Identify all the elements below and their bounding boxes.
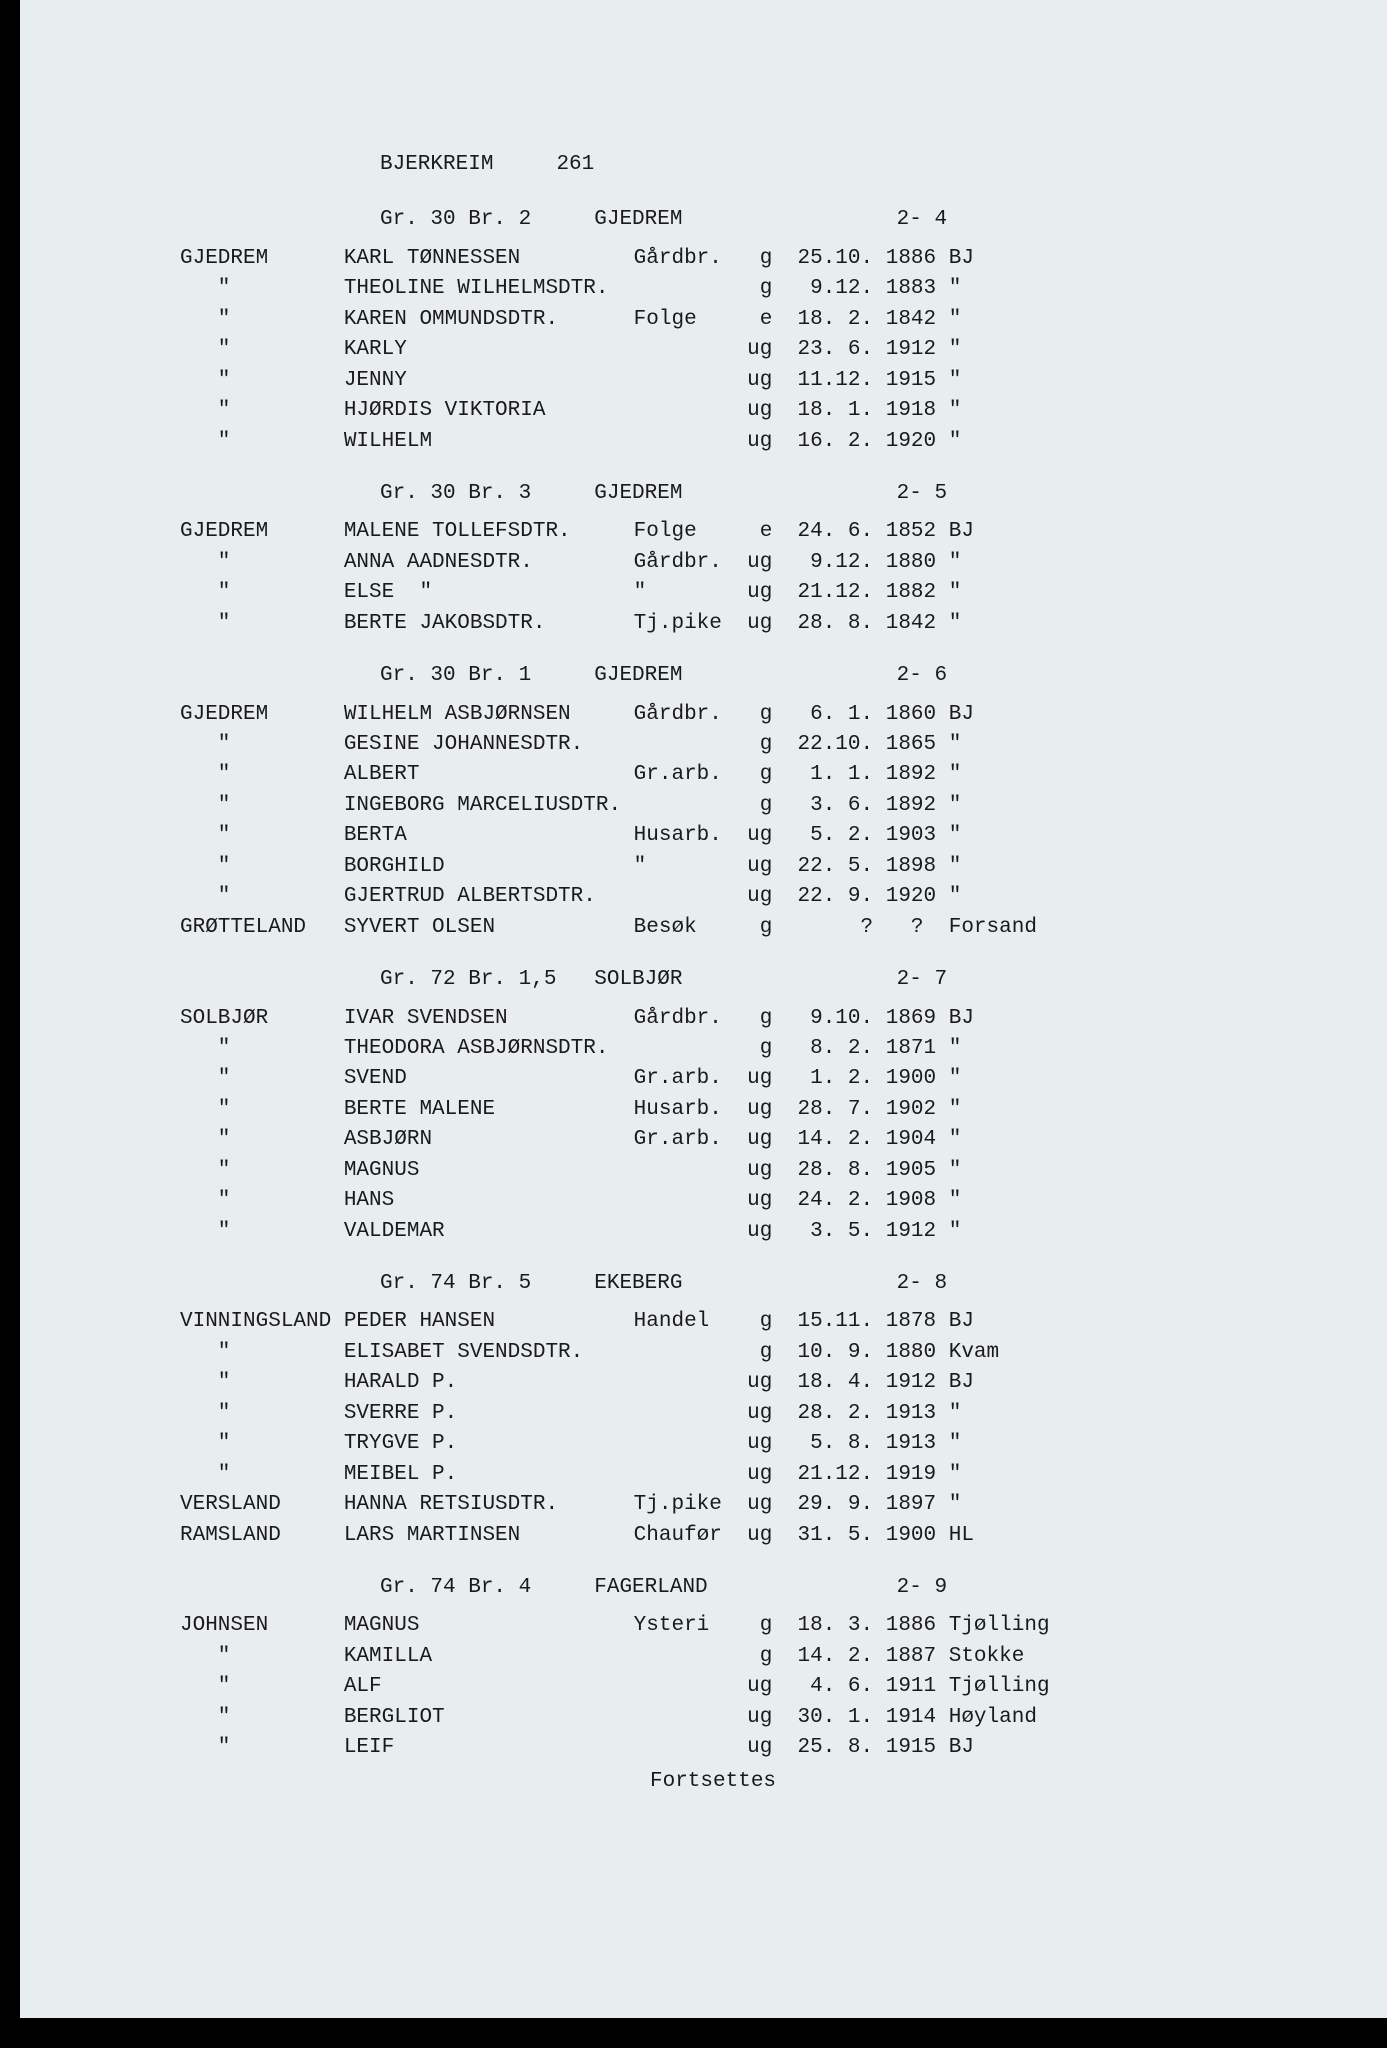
- census-row: VERSLAND HANNA RETSIUSDTR. Tj.pike ug 29…: [180, 1490, 1307, 1520]
- scan-edge-bottom: [0, 2018, 1387, 2048]
- census-row: " TRYGVE P. ug 5. 8. 1913 ": [180, 1429, 1307, 1459]
- census-row: " ELSE " " ug 21.12. 1882 ": [180, 578, 1307, 608]
- census-row: " HANS ug 24. 2. 1908 ": [180, 1186, 1307, 1216]
- section-header: Gr. 74 Br. 4 FAGERLAND 2- 9: [380, 1573, 1307, 1603]
- census-row: " BERTE JAKOBSDTR. Tj.pike ug 28. 8. 184…: [180, 609, 1307, 639]
- header-location: BJERKREIM: [380, 153, 493, 176]
- census-row: " KAMILLA g 14. 2. 1887 Stokke: [180, 1642, 1307, 1672]
- census-row: " BERGLIOT ug 30. 1. 1914 Høyland: [180, 1703, 1307, 1733]
- section-header: Gr. 72 Br. 1,5 SOLBJØR 2- 7: [380, 965, 1307, 995]
- census-row: " LEIF ug 25. 8. 1915 BJ: [180, 1733, 1307, 1763]
- census-row: " THEODORA ASBJØRNSDTR. g 8. 2. 1871 ": [180, 1034, 1307, 1064]
- census-row: " ANNA AADNESDTR. Gårdbr. ug 9.12. 1880 …: [180, 548, 1307, 578]
- census-row: " ALF ug 4. 6. 1911 Tjølling: [180, 1672, 1307, 1702]
- census-row: " HJØRDIS VIKTORIA ug 18. 1. 1918 ": [180, 396, 1307, 426]
- census-row: " MAGNUS ug 28. 8. 1905 ": [180, 1156, 1307, 1186]
- census-row: SOLBJØR IVAR SVENDSEN Gårdbr. g 9.10. 18…: [180, 1004, 1307, 1034]
- footer-continuation: Fortsettes: [650, 1767, 1307, 1797]
- census-row: GJEDREM KARL TØNNESSEN Gårdbr. g 25.10. …: [180, 244, 1307, 274]
- census-row: " VALDEMAR ug 3. 5. 1912 ": [180, 1217, 1307, 1247]
- census-row: " BORGHILD " ug 22. 5. 1898 ": [180, 852, 1307, 882]
- census-row: " SVERRE P. ug 28. 2. 1913 ": [180, 1399, 1307, 1429]
- census-row: " MEIBEL P. ug 21.12. 1919 ": [180, 1460, 1307, 1490]
- page-header: BJERKREIM 261: [380, 150, 1307, 180]
- census-row: " BERTE MALENE Husarb. ug 28. 7. 1902 ": [180, 1095, 1307, 1125]
- census-row: " ELISABET SVENDSDTR. g 10. 9. 1880 Kvam: [180, 1338, 1307, 1368]
- census-row: GRØTTELAND SYVERT OLSEN Besøk g ? ? Fors…: [180, 913, 1307, 943]
- census-row: GJEDREM MALENE TOLLEFSDTR. Folge e 24. 6…: [180, 517, 1307, 547]
- census-row: VINNINGSLAND PEDER HANSEN Handel g 15.11…: [180, 1307, 1307, 1337]
- scan-edge-left: [0, 0, 20, 2048]
- census-row: " ASBJØRN Gr.arb. ug 14. 2. 1904 ": [180, 1125, 1307, 1155]
- section-header: Gr. 74 Br. 5 EKEBERG 2- 8: [380, 1269, 1307, 1299]
- census-row: " KAREN OMMUNDSDTR. Folge e 18. 2. 1842 …: [180, 305, 1307, 335]
- census-row: " JENNY ug 11.12. 1915 ": [180, 366, 1307, 396]
- census-row: " ALBERT Gr.arb. g 1. 1. 1892 ": [180, 760, 1307, 790]
- census-row: RAMSLAND LARS MARTINSEN Chaufør ug 31. 5…: [180, 1521, 1307, 1551]
- census-sections: Gr. 30 Br. 2 GJEDREM 2- 4 GJEDREM KARL TØ…: [180, 205, 1307, 1763]
- section-header: Gr. 30 Br. 1 GJEDREM 2- 6: [380, 661, 1307, 691]
- census-row: " HARALD P. ug 18. 4. 1912 BJ: [180, 1368, 1307, 1398]
- census-row: " THEOLINE WILHELMSDTR. g 9.12. 1883 ": [180, 274, 1307, 304]
- census-row: GJEDREM WILHELM ASBJØRNSEN Gårdbr. g 6. …: [180, 700, 1307, 730]
- census-row: " INGEBORG MARCELIUSDTR. g 3. 6. 1892 ": [180, 791, 1307, 821]
- document-page: BJERKREIM 261 Gr. 30 Br. 2 GJEDREM 2- 4G…: [0, 0, 1387, 2048]
- census-row: " KARLY ug 23. 6. 1912 ": [180, 335, 1307, 365]
- census-row: JOHNSEN MAGNUS Ysteri g 18. 3. 1886 Tjøl…: [180, 1611, 1307, 1641]
- header-page-number: 261: [556, 153, 594, 176]
- census-row: " GJERTRUD ALBERTSDTR. ug 22. 9. 1920 ": [180, 882, 1307, 912]
- section-header: Gr. 30 Br. 2 GJEDREM 2- 4: [380, 205, 1307, 235]
- census-row: " GESINE JOHANNESDTR. g 22.10. 1865 ": [180, 730, 1307, 760]
- section-header: Gr. 30 Br. 3 GJEDREM 2- 5: [380, 479, 1307, 509]
- census-row: " BERTA Husarb. ug 5. 2. 1903 ": [180, 821, 1307, 851]
- census-row: " WILHELM ug 16. 2. 1920 ": [180, 427, 1307, 457]
- census-row: " SVEND Gr.arb. ug 1. 2. 1900 ": [180, 1064, 1307, 1094]
